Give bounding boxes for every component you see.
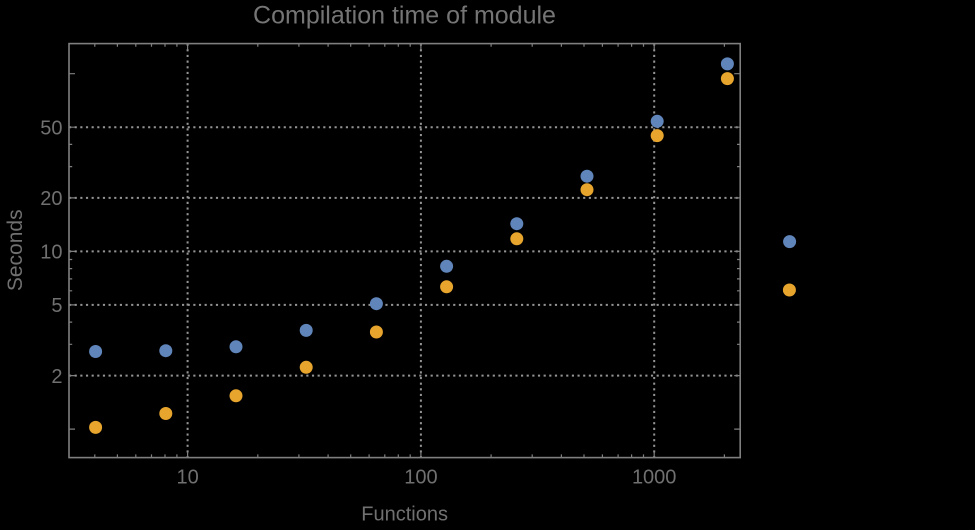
svg-text:10: 10 bbox=[40, 242, 62, 264]
svg-text:50: 50 bbox=[40, 117, 62, 139]
svg-text:20: 20 bbox=[40, 188, 62, 210]
svg-text:Functions: Functions bbox=[361, 504, 448, 526]
svg-text:10: 10 bbox=[176, 467, 198, 489]
svg-text:Seconds: Seconds bbox=[4, 209, 27, 291]
svg-text:100: 100 bbox=[404, 467, 437, 489]
svg-text:Compilation time of module: Compilation time of module bbox=[253, 1, 556, 29]
svg-text:2: 2 bbox=[51, 366, 62, 388]
svg-text:1000: 1000 bbox=[632, 467, 677, 489]
svg-text:5: 5 bbox=[51, 295, 62, 317]
